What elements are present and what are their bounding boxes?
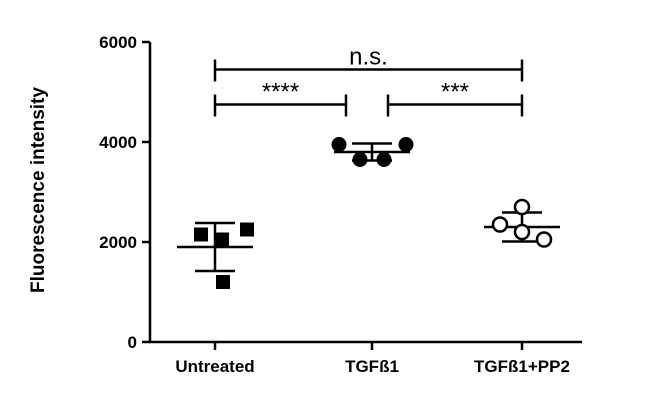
significance-brackets: n.s.**** ***	[213, 44, 524, 117]
x-tick-label: TGFß1	[345, 357, 399, 376]
data-point-square	[215, 232, 229, 247]
significance-label: n.s.	[349, 44, 388, 71]
data-point-square	[240, 222, 254, 237]
significance-label: ***	[441, 79, 469, 106]
data-point-circle	[398, 137, 414, 152]
significance-bracket: ****	[213, 79, 348, 117]
y-ticks: 0 2000 4000 6000	[99, 33, 150, 352]
x-tick-label: Untreated	[175, 357, 254, 376]
data-points	[194, 137, 553, 289]
error-bars	[177, 142, 560, 273]
x-category-labels: Untreated TGFß1 TGFß1+PP2	[175, 342, 570, 376]
data-point-open-circle	[513, 223, 531, 241]
data-point-circle	[352, 152, 368, 167]
data-point-square	[216, 275, 230, 289]
y-tick-label: 2000	[99, 233, 137, 252]
data-point-circle	[331, 137, 347, 152]
axes	[148, 42, 582, 344]
data-point-circle	[376, 152, 392, 167]
significance-bracket: ***	[386, 79, 524, 117]
error-bar	[177, 221, 253, 273]
data-point-open-circle	[491, 216, 509, 233]
data-point-open-circle	[513, 198, 531, 216]
x-tick-label: TGFß1+PP2	[474, 357, 570, 376]
y-tick-label: 0	[128, 333, 137, 352]
y-tick-label: 4000	[99, 133, 137, 152]
significance-bracket: n.s.	[213, 44, 524, 82]
data-point-square	[194, 227, 208, 242]
significance-label: ****	[262, 79, 299, 106]
y-tick-label: 6000	[99, 33, 137, 52]
y-axis-label: Fluorescence intensity	[28, 87, 49, 293]
data-point-open-circle	[535, 231, 553, 248]
